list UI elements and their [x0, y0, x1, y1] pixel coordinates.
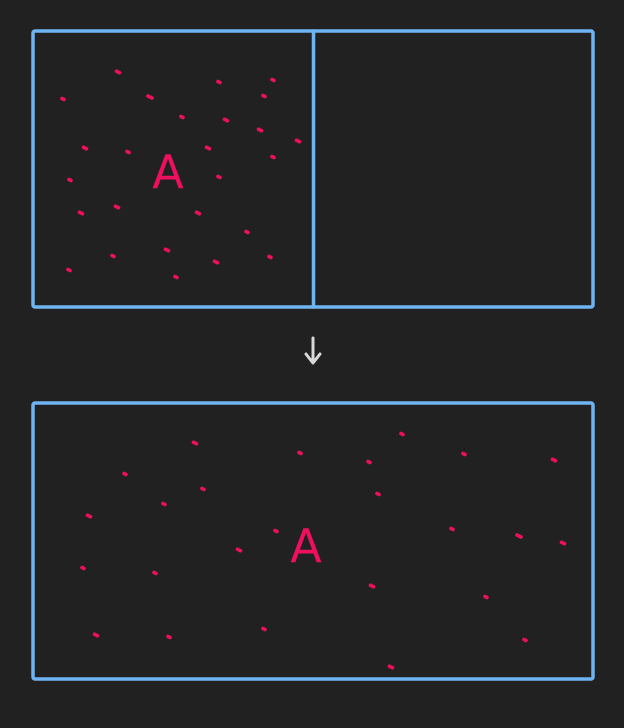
top-particles: [60, 69, 302, 280]
top-panel: A: [31, 29, 595, 309]
particle-dot: [399, 431, 405, 437]
particle-dot: [152, 570, 158, 576]
particle-dot: [216, 79, 222, 85]
particle-dot: [80, 565, 86, 571]
particle-dot: [85, 513, 93, 519]
particle-dot: [113, 204, 121, 210]
particle-dot: [449, 526, 455, 532]
particle-dot: [256, 127, 264, 133]
bottom-panel: A: [31, 401, 595, 681]
particle-dot: [191, 440, 199, 446]
particle-dot: [163, 247, 171, 253]
particle-dot: [114, 69, 122, 75]
particle-dot: [270, 77, 276, 83]
top-region-label: A: [152, 145, 184, 199]
particle-dot: [67, 177, 73, 183]
particle-dot: [550, 457, 558, 463]
particle-dot: [294, 138, 302, 144]
bottom-container-box: [31, 401, 595, 681]
particle-dot: [522, 637, 528, 643]
particle-dot: [222, 117, 230, 123]
particle-dot: [483, 594, 489, 600]
particle-dot: [235, 547, 243, 553]
particle-dot: [122, 471, 128, 477]
particle-dot: [261, 93, 267, 99]
particle-dot: [261, 626, 267, 632]
particle-dot: [375, 491, 381, 497]
particle-dot: [200, 486, 206, 492]
particle-dot: [297, 450, 303, 456]
particle-dot: [125, 149, 131, 155]
particle-dot: [273, 528, 279, 534]
particle-dot: [204, 145, 212, 151]
particle-dot: [461, 451, 467, 457]
particle-dot: [212, 259, 220, 265]
particle-dot: [267, 254, 273, 260]
particle-dot: [368, 583, 376, 589]
particle-dot: [216, 174, 222, 180]
particle-dot: [81, 145, 89, 151]
particle-dot: [92, 632, 100, 638]
particle-dot: [387, 664, 395, 670]
particle-dot: [194, 210, 202, 216]
particle-dot: [166, 634, 172, 640]
arrow-head: [304, 352, 322, 365]
particle-dot: [60, 96, 66, 102]
particle-dot: [244, 229, 250, 235]
particle-dot: [66, 267, 72, 273]
particle-dot: [559, 540, 567, 546]
particle-dot: [179, 114, 185, 120]
particle-dot: [515, 533, 523, 539]
bottom-particles: [80, 431, 567, 670]
bottom-region-label: A: [290, 519, 322, 573]
particle-dot: [146, 94, 154, 100]
arrow-down-icon: [304, 336, 322, 365]
particle-dot: [270, 154, 276, 160]
particle-dot: [366, 459, 372, 465]
particle-dot: [110, 253, 116, 259]
particle-dot: [173, 274, 179, 280]
particle-dot: [77, 210, 85, 216]
particle-dot: [161, 501, 167, 507]
